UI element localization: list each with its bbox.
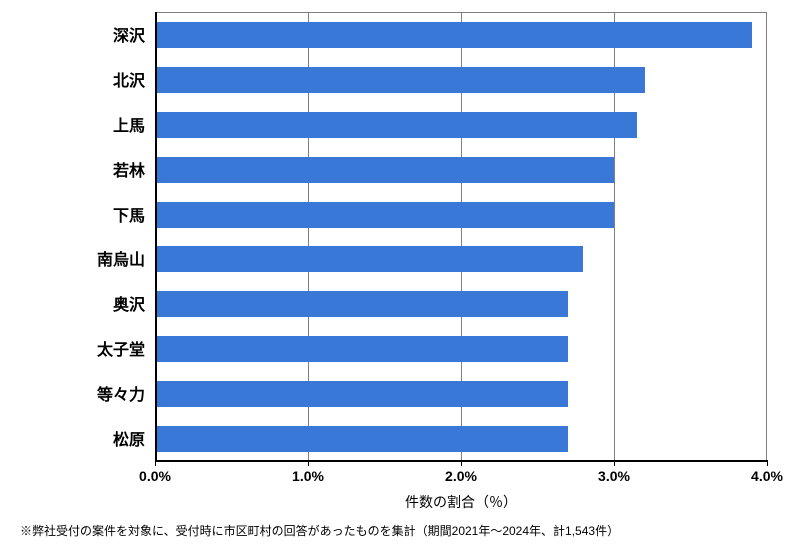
x-axis-label: 件数の割合（％） <box>405 492 517 512</box>
x-tick-label: 4.0% <box>751 468 783 484</box>
x-tick <box>461 460 462 466</box>
bar <box>155 381 568 407</box>
category-label: 北沢 <box>113 67 145 91</box>
bar <box>155 246 583 272</box>
plot-area <box>155 12 767 460</box>
category-label: 深沢 <box>113 22 145 46</box>
y-axis-line <box>155 12 157 460</box>
x-tick <box>614 460 615 466</box>
chart-footnote: ※弊社受付の案件を対象に、受付時に市区町村の回答があったものを集計（期間2021… <box>20 522 619 539</box>
category-label: 南烏山 <box>97 246 145 270</box>
bar <box>155 67 645 93</box>
category-label: 松原 <box>113 426 145 450</box>
bar <box>155 112 637 138</box>
bar <box>155 426 568 452</box>
x-tick-label: 2.0% <box>445 468 477 484</box>
bar <box>155 291 568 317</box>
chart-container: 件数の割合（％） ※弊社受付の案件を対象に、受付時に市区町村の回答があったものを… <box>0 0 790 551</box>
bar <box>155 336 568 362</box>
x-tick <box>308 460 309 466</box>
x-tick-label: 0.0% <box>139 468 171 484</box>
bar <box>155 22 752 48</box>
x-tick-label: 1.0% <box>292 468 324 484</box>
category-label: 上馬 <box>113 112 145 136</box>
bar <box>155 202 614 228</box>
x-tick <box>155 460 156 466</box>
category-label: 下馬 <box>113 202 145 226</box>
x-tick-label: 3.0% <box>598 468 630 484</box>
category-label: 奥沢 <box>113 291 145 315</box>
category-label: 若林 <box>113 157 145 181</box>
x-tick <box>767 460 768 466</box>
category-label: 太子堂 <box>97 336 145 360</box>
bar <box>155 157 614 183</box>
category-label: 等々力 <box>97 381 145 405</box>
